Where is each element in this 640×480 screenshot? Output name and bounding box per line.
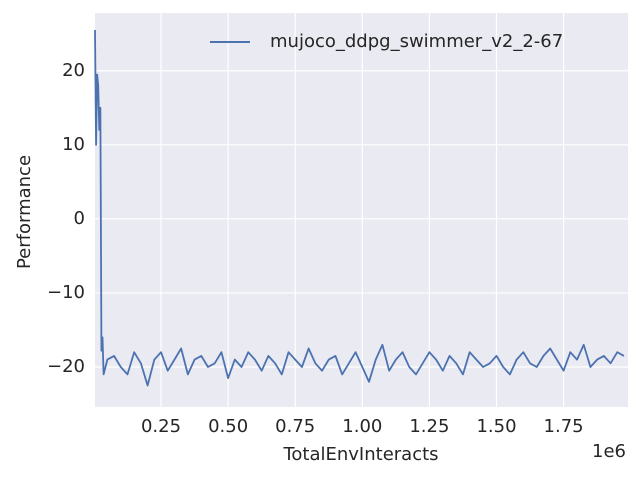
- y-tick-label: −20: [47, 356, 85, 377]
- x-tick-label: 0.25: [141, 416, 181, 437]
- y-tick-label: −10: [47, 282, 85, 303]
- x-tick-label: 1.00: [342, 416, 382, 437]
- y-axis-label: Performance: [14, 155, 35, 269]
- y-tick-label: 0: [74, 208, 85, 229]
- x-tick-label: 1.50: [476, 416, 516, 437]
- y-tick-label: 10: [62, 134, 85, 155]
- x-offset-label: 1e6: [592, 441, 626, 462]
- y-tick-label: 20: [62, 60, 85, 81]
- x-tick-label: 1.25: [409, 416, 449, 437]
- legend-label: mujoco_ddpg_swimmer_v2_2-67: [270, 31, 563, 52]
- line-series: [94, 30, 625, 387]
- x-tick-label: 0.75: [275, 416, 315, 437]
- x-axis-label: TotalEnvInteracts: [282, 444, 438, 465]
- x-tick-label: 1.75: [544, 416, 584, 437]
- plot-background: [95, 13, 628, 407]
- x-tick-label: 0.50: [208, 416, 248, 437]
